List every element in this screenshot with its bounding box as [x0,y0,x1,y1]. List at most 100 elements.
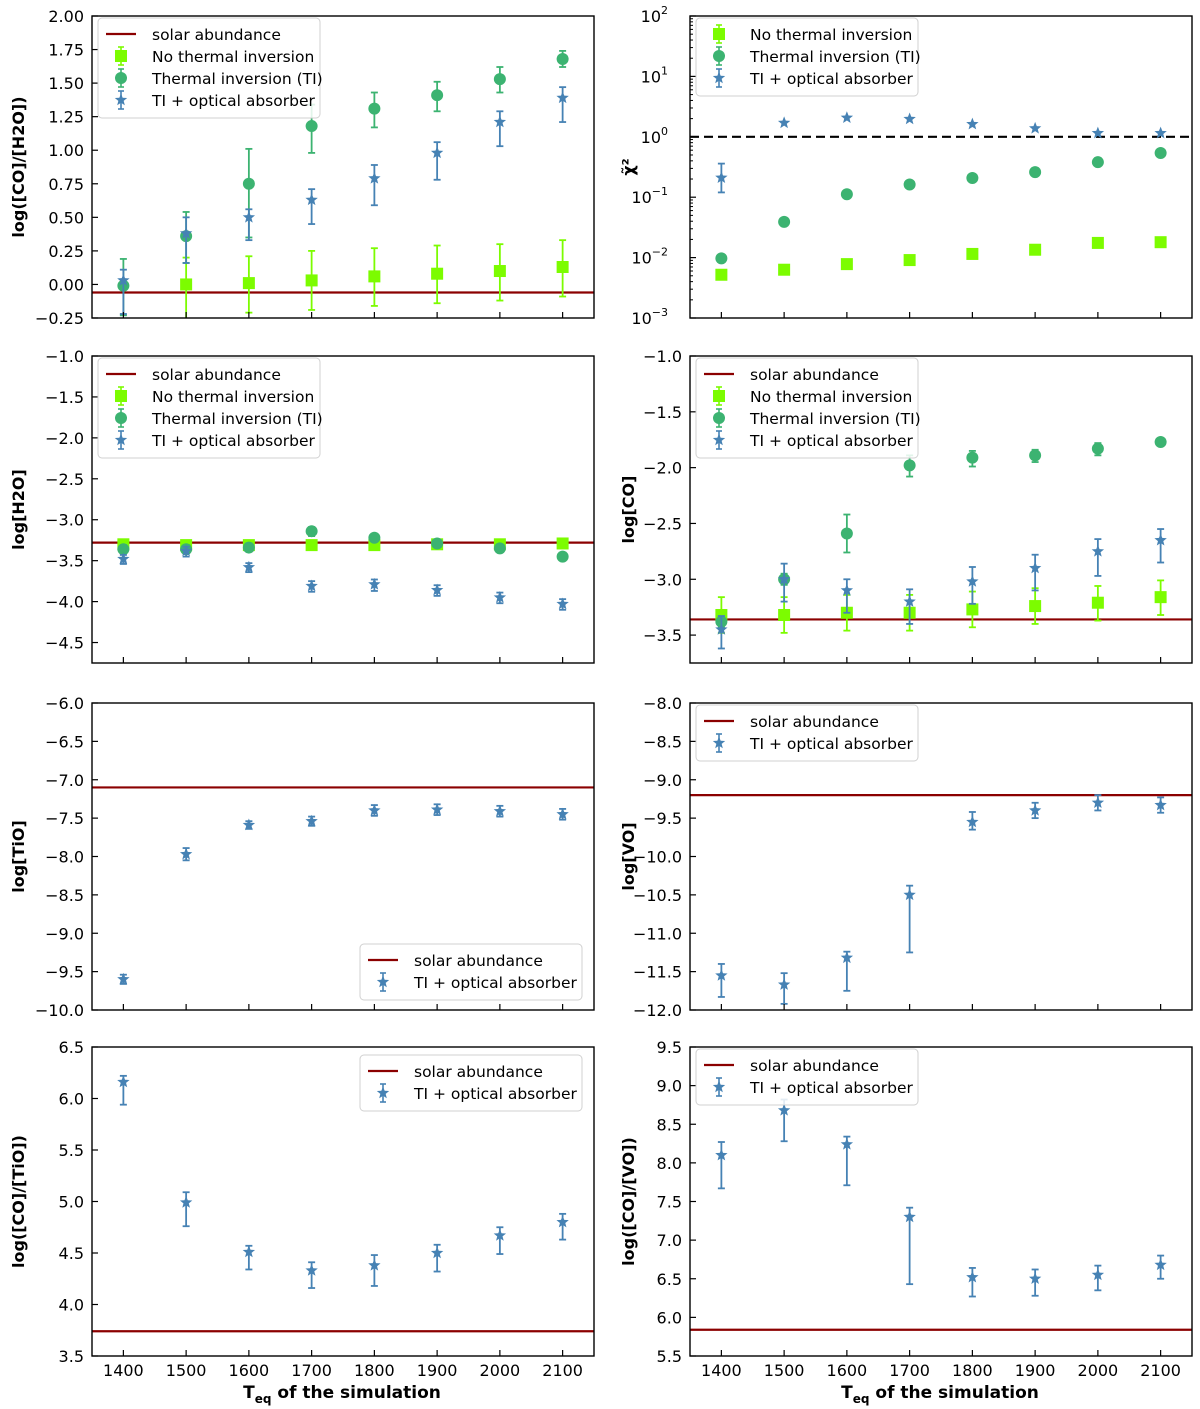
optical_absorber-point [305,1264,318,1276]
y-tick-label: 8.5 [657,1115,682,1134]
legend-optical_absorber-marker [376,975,390,988]
thermal_inversion-point [903,178,916,191]
y-axis-label: log([CO]/[VO]) [619,1137,638,1266]
legend-label: solar abundance [750,366,879,384]
optical_absorber-point [368,803,381,816]
legend-optical_absorber-marker [712,71,726,84]
y-tick-label: −7.0 [45,771,84,790]
x-axis-label-right: Teq of the simulation [841,1383,1039,1406]
y-tick-label: −9.0 [643,771,682,790]
legend: solar abundance TI + optical absorber [695,1048,919,1106]
y-tick-label: −3.0 [45,511,84,530]
legend-no_inversion-marker [713,390,725,402]
y-tick-label: 1.50 [48,74,84,93]
legend-box [359,1054,583,1112]
axes-frame [91,355,595,664]
legend-optical_absorber-marker [712,1080,726,1093]
plot-area [92,525,594,611]
optical_absorber-point [840,583,854,596]
legend-box [695,357,919,459]
thermal_inversion-point [431,89,444,102]
legend-label: No thermal inversion [152,48,314,66]
optical_absorber-point [493,591,507,603]
y-tick-label: −10.0 [633,848,682,867]
x-tick-label: 2000 [1078,1361,1119,1380]
legend: solar abundance No thermal inversion Therm… [695,357,921,459]
no_inversion-point [1029,243,1042,256]
no_inversion-point [431,267,444,280]
x-tick-label: 1400 [103,1361,144,1380]
legend-optical_absorber-marker [114,433,128,446]
legend-thermal_inversion-marker [713,50,725,62]
no_inversion-point [966,247,979,260]
thermal_inversion-point [778,215,791,228]
optical_absorber-point [305,193,318,206]
optical_absorber-point [903,1210,916,1223]
y-tick-label: 4.5 [59,1244,84,1263]
panel-co: −3.5 −3.0 −2.5 −2.0 −1.5 −1.0 log[CO] solar abu… [619,347,1193,664]
optical_absorber-point [777,116,791,129]
optical_absorber-point [1154,1258,1167,1271]
legend-optical_absorber-marker [376,1086,390,1099]
legend-label: solar abundance [152,26,281,44]
y-tick-label: −1.5 [643,403,682,422]
optical_absorber-point [1091,544,1105,557]
y-tick-label: 101 [641,64,668,86]
thermal_inversion-point [840,188,853,201]
legend-label: TI + optical absorber [749,432,913,450]
no_inversion-point [778,263,791,276]
no_inversion-point [1154,591,1167,604]
y-axis-label: log([CO]/[TiO]) [9,1135,28,1268]
legend-box [359,943,583,1001]
legend-optical_absorber-marker [712,736,726,749]
thermal_inversion-point [242,177,255,190]
optical_absorber-point [715,171,728,183]
legend-label: solar abundance [414,1063,543,1081]
optical_absorber-point [493,804,507,817]
y-tick-label: 0.00 [48,275,84,294]
optical_absorber-point [368,577,381,590]
y-tick-label: 1.00 [48,141,84,160]
legend-label: TI + optical absorber [151,432,315,450]
y-tick-label: 7.5 [657,1193,682,1212]
optical_absorber-point [556,597,569,610]
thermal_inversion-point [715,252,728,265]
no_inversion-point [493,265,506,278]
optical_absorber-point [840,1137,854,1150]
thermal_inversion-point [966,171,979,184]
optical_absorber-point [305,579,318,592]
legend-label: solar abundance [750,1057,879,1075]
legend-label: TI + optical absorber [749,735,913,753]
thermal_inversion-point [966,451,979,464]
thermal_inversion-point [1091,442,1104,455]
optical_absorber-point [117,1075,130,1088]
y-tick-label: −9.5 [643,809,682,828]
y-tick-label: 0.25 [48,242,84,261]
y-tick-label: 1.75 [48,41,84,60]
y-tick-label: 10−3 [631,306,668,328]
y-tick-label: −11.0 [633,924,682,943]
y-tick-label: −2.0 [643,459,682,478]
no_inversion-point [1091,236,1104,249]
panel-chi2: 10−3 10−2 10−1 100 101 102 χ̃² No thermal inver… [619,4,1193,328]
optical_absorber-point [179,1196,193,1208]
optical_absorber-point [556,1215,569,1228]
legend-no_inversion-marker [115,390,127,402]
y-tick-label: −3.5 [45,552,84,571]
optical_absorber-point [493,115,507,128]
legend-label: No thermal inversion [750,26,912,44]
x-tick-label: 1600 [229,1361,270,1380]
y-tick-label: −10.0 [35,1001,84,1020]
thermal_inversion-point [431,537,444,550]
y-tick-label: 9.0 [657,1077,682,1096]
optical_absorber-point [179,226,193,239]
legend-label: TI + optical absorber [413,1085,577,1103]
y-tick-label: −8.0 [45,848,84,867]
y-tick-label: −2.5 [45,470,84,489]
optical_absorber-point [179,847,193,860]
x-tick-label: 1800 [354,1361,395,1380]
optical_absorber-point [903,112,916,125]
legend-label: Thermal inversion (TI) [151,410,323,428]
legend-label: Thermal inversion (TI) [151,70,323,88]
optical_absorber-point [556,91,569,104]
